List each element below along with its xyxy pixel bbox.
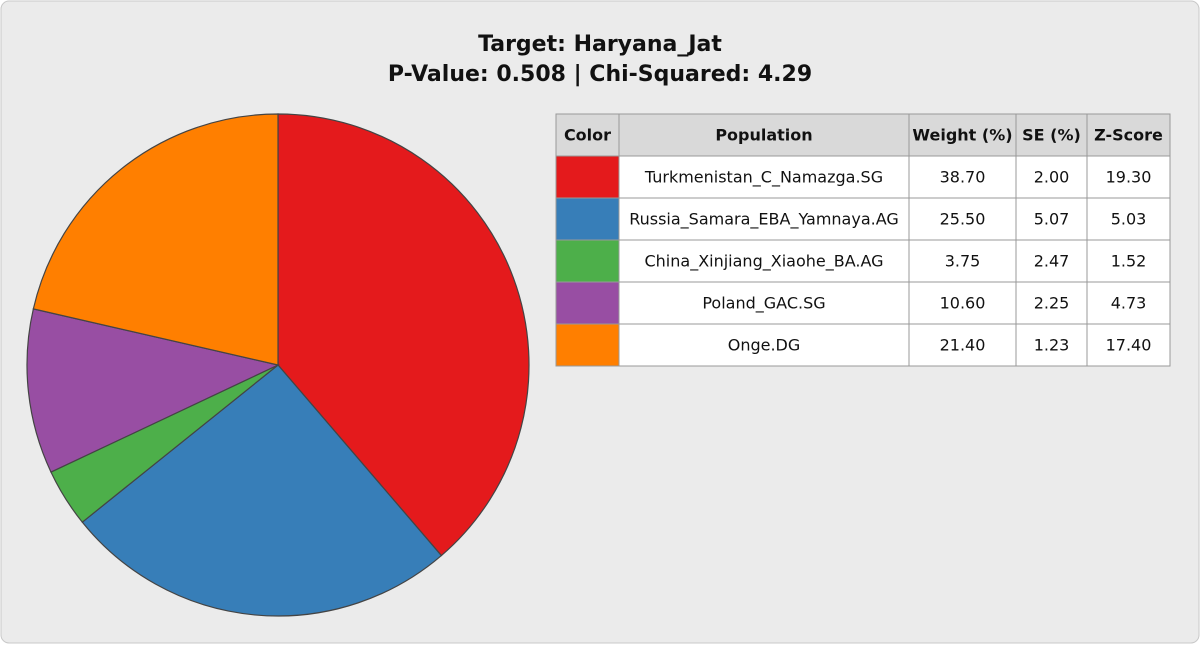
chart-subtitle: P-Value: 0.508 | Chi-Squared: 4.29 — [388, 62, 812, 87]
table-cell — [1086, 323, 1171, 367]
cell-text: 1.52 — [1111, 252, 1147, 271]
table-cell — [1086, 197, 1171, 241]
header-text: Weight (%) — [912, 126, 1012, 145]
table-cell — [1015, 323, 1088, 367]
color-swatch — [555, 239, 620, 283]
header-text: Color — [564, 126, 611, 145]
table-cell — [618, 323, 910, 367]
table-cell — [1086, 239, 1171, 283]
pie-slice — [81, 364, 443, 617]
color-swatch — [555, 155, 620, 199]
table-cell — [1086, 155, 1171, 199]
chart-title: Target: Haryana_Jat — [478, 32, 722, 57]
cell-text: 17.40 — [1106, 336, 1152, 355]
header-cell — [618, 113, 910, 157]
cell-text: Poland_GAC.SG — [702, 294, 825, 314]
cell-text: 2.47 — [1034, 252, 1070, 271]
cell-text: 5.07 — [1034, 210, 1070, 229]
color-swatch — [555, 281, 620, 325]
cell-text: 21.40 — [940, 336, 986, 355]
header-text: Z-Score — [1094, 126, 1163, 145]
cell-text: China_Xinjiang_Xiaohe_BA.AG — [644, 252, 883, 272]
header-cell — [908, 113, 1017, 157]
color-swatch — [555, 197, 620, 241]
table-cell — [908, 239, 1017, 283]
table-cell — [908, 155, 1017, 199]
cell-text: 4.73 — [1111, 294, 1147, 313]
pie-slice — [26, 308, 280, 473]
cell-text: 38.70 — [940, 168, 986, 187]
cell-text: 10.60 — [940, 294, 986, 313]
cell-text: Russia_Samara_EBA_Yamnaya.AG — [629, 210, 899, 230]
pie-slice — [277, 113, 530, 557]
cell-text: 3.75 — [945, 252, 981, 271]
header-cell — [1086, 113, 1171, 157]
cell-text: 5.03 — [1111, 210, 1147, 229]
cell-text: 25.50 — [940, 210, 986, 229]
cell-text: 2.25 — [1034, 294, 1070, 313]
header-text: SE (%) — [1022, 126, 1081, 145]
pie-slice — [32, 113, 279, 366]
table-cell — [1015, 281, 1088, 325]
cell-text: 1.23 — [1034, 336, 1070, 355]
table-cell — [908, 323, 1017, 367]
cell-text: 2.00 — [1034, 168, 1070, 187]
table-cell — [618, 281, 910, 325]
table-cell — [618, 239, 910, 283]
cell-text: 19.30 — [1106, 168, 1152, 187]
color-swatch — [555, 323, 620, 367]
header-text: Population — [715, 126, 812, 145]
table-cell — [1015, 239, 1088, 283]
cell-text: Turkmenistan_C_Namazga.SG — [644, 168, 883, 188]
table-cell — [908, 281, 1017, 325]
table-cell — [908, 197, 1017, 241]
cell-text: Onge.DG — [728, 336, 801, 355]
header-cell — [555, 113, 620, 157]
